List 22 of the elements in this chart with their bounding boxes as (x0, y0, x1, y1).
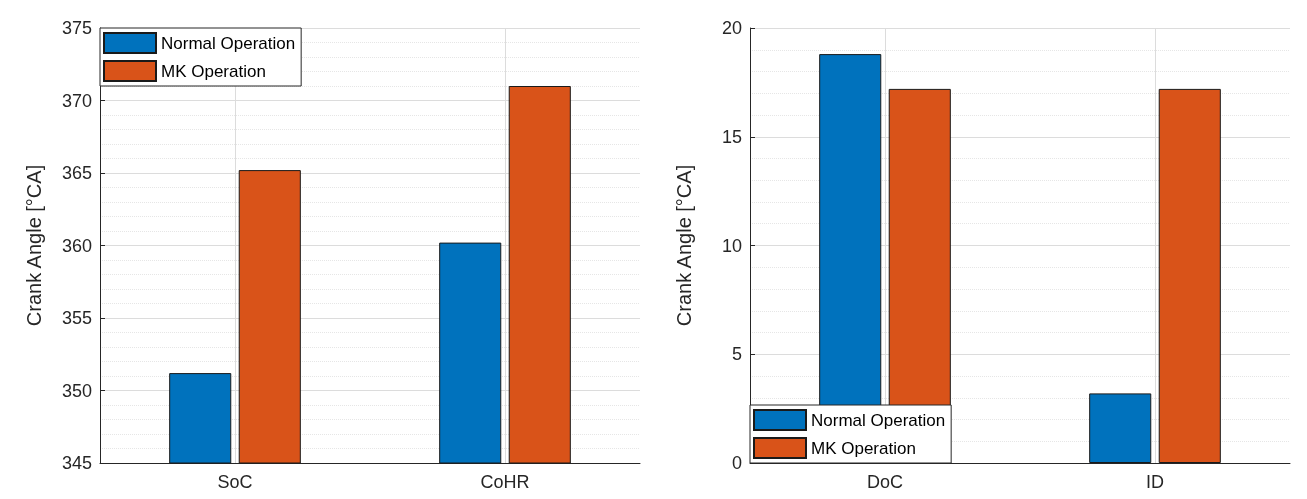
legend-label: MK Operation (161, 61, 266, 81)
y-axis-title: Crank Angle [°CA] (23, 164, 45, 327)
y-tick-label: 5 (731, 344, 742, 365)
y-tick-label: 365 (61, 163, 92, 183)
legend-label: MK Operation (811, 438, 916, 458)
legend-label: Normal Operation (161, 33, 296, 53)
y-tick-label: 360 (61, 235, 92, 256)
y-tick-label: 350 (61, 380, 92, 401)
y-tick-label: 345 (61, 453, 92, 473)
y-tick-label: 15 (721, 126, 742, 147)
x-tick-label: ID (1146, 472, 1164, 492)
y-axis-title: Crank Angle [°CA] (673, 164, 695, 327)
x-tick-label: DoC (866, 472, 904, 492)
y-tick-label: 375 (61, 18, 92, 38)
y-tick-label: 0 (731, 453, 742, 473)
y-tick-label: 20 (721, 18, 742, 38)
y-tick-label: 370 (61, 90, 92, 111)
x-tick-label: CoHR (480, 472, 530, 492)
y-tick-label: 10 (721, 235, 742, 256)
x-tick-label: SoC (217, 472, 253, 492)
legend-label: Normal Operation (811, 410, 946, 430)
y-tick-label: 355 (61, 308, 92, 328)
